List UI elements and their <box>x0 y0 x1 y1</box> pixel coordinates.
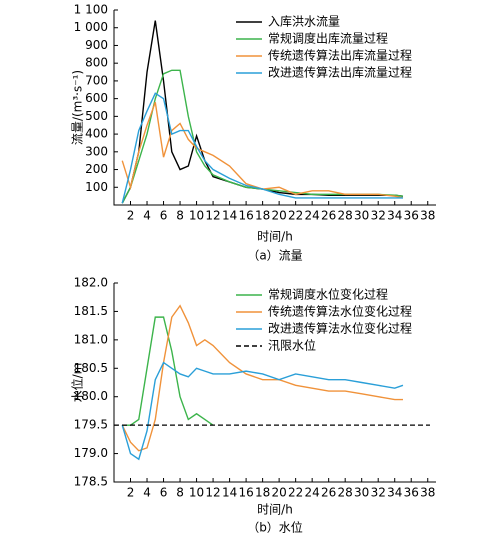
series-line <box>121 92 403 204</box>
x-tick-label: 10 <box>189 209 204 223</box>
series-line <box>121 20 404 204</box>
x-tick-label: 2 <box>127 209 135 223</box>
x-tick-label: 26 <box>321 486 336 500</box>
y-tick-label: 500 <box>85 109 108 123</box>
y-tick-label: 900 <box>85 38 108 52</box>
x-tick-label: 24 <box>305 486 320 500</box>
legend-label: 传统遗传算法出库流量过程 <box>268 48 412 63</box>
x-tick-label: 8 <box>176 486 184 500</box>
caption: （a）流量 <box>247 249 302 263</box>
x-axis-label: 时间/h <box>257 503 293 517</box>
y-tick-label: 400 <box>85 127 108 141</box>
y-tick-label: 800 <box>85 56 108 70</box>
y-tick-label: 180.5 <box>74 361 108 375</box>
x-tick-label: 38 <box>420 209 435 223</box>
y-tick-label: 179.0 <box>74 446 108 460</box>
y-tick-label: 1 100 <box>74 3 108 17</box>
x-tick-label: 14 <box>222 209 237 223</box>
x-tick-label: 12 <box>205 486 220 500</box>
y-tick-label: 179.5 <box>74 418 108 432</box>
x-tick-label: 10 <box>189 486 204 500</box>
legend-label: 改进遗传算法水位变化过程 <box>268 321 412 336</box>
x-tick-label: 28 <box>338 209 353 223</box>
x-tick-label: 16 <box>238 486 253 500</box>
x-tick-label: 34 <box>387 486 402 500</box>
x-tick-label: 24 <box>305 209 320 223</box>
x-tick-label: 32 <box>371 209 386 223</box>
x-tick-label: 8 <box>176 209 184 223</box>
x-tick-label: 2 <box>127 486 135 500</box>
y-tick-label: 600 <box>85 91 108 105</box>
x-tick-label: 30 <box>354 209 369 223</box>
y-tick-label: 200 <box>85 162 108 176</box>
series-line <box>122 316 214 426</box>
x-tick-label: 6 <box>160 209 168 223</box>
x-tick-label: 4 <box>143 209 151 223</box>
y-tick-label: 181.0 <box>74 332 108 346</box>
y-axis-label: 流量/(m³·s⁻¹) <box>71 70 85 145</box>
x-tick-label: 26 <box>321 209 336 223</box>
y-tick-label: 180.0 <box>74 389 108 403</box>
x-tick-label: 14 <box>222 486 237 500</box>
legend-label: 入库洪水流量 <box>268 14 340 29</box>
x-tick-label: 18 <box>255 209 270 223</box>
x-tick-label: 20 <box>271 209 286 223</box>
x-tick-label: 16 <box>238 209 253 223</box>
caption: （b）水位 <box>247 520 303 535</box>
legend-label: 汛限水位 <box>268 338 316 353</box>
x-tick-label: 6 <box>160 486 168 500</box>
y-tick-label: 182.0 <box>74 276 108 290</box>
x-axis-label: 时间/h <box>257 230 293 244</box>
y-tick-label: 1 000 <box>74 20 108 34</box>
legend-label: 传统遗传算法水位变化过程 <box>268 304 412 319</box>
x-tick-label: 34 <box>387 209 402 223</box>
legend-label: 常规调度出库流量过程 <box>268 31 388 46</box>
x-tick-label: 20 <box>271 486 286 500</box>
x-tick-label: 4 <box>143 486 151 500</box>
x-tick-label: 28 <box>338 486 353 500</box>
x-tick-label: 22 <box>288 209 303 223</box>
x-tick-label: 18 <box>255 486 270 500</box>
y-tick-label: 181.5 <box>74 304 108 318</box>
series-line <box>121 304 403 452</box>
x-tick-label: 22 <box>288 486 303 500</box>
y-tick-label: 700 <box>85 73 108 87</box>
x-tick-label: 12 <box>205 209 220 223</box>
y-axis-label: 水位/m <box>70 363 85 403</box>
x-tick-label: 30 <box>354 486 369 500</box>
y-tick-label: 100 <box>85 180 108 194</box>
series-line <box>121 101 404 199</box>
x-tick-label: 38 <box>420 486 435 500</box>
series-line <box>121 361 404 461</box>
x-tick-label: 36 <box>404 209 419 223</box>
y-tick-label: 178.5 <box>74 475 108 489</box>
x-tick-label: 36 <box>404 486 419 500</box>
y-tick-label: 300 <box>85 144 108 158</box>
legend-label: 改进遗传算法出库流量过程 <box>268 65 412 80</box>
legend-label: 常规调度水位变化过程 <box>268 287 388 302</box>
x-tick-label: 32 <box>371 486 386 500</box>
